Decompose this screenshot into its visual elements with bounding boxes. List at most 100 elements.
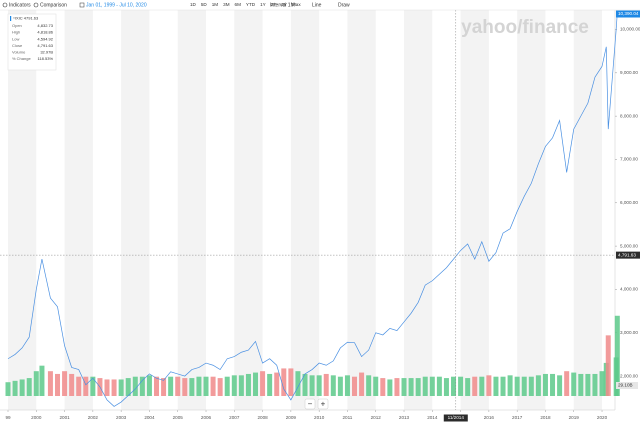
- volume-bar: [238, 375, 244, 396]
- x-tick-label: 2002: [88, 415, 99, 420]
- y-tick-label: 7,000.00: [620, 157, 638, 162]
- volume-bar: [585, 373, 591, 396]
- x-tick-label: 99: [5, 415, 11, 420]
- indicators-button[interactable]: Indicators: [9, 2, 31, 8]
- year-band: [121, 10, 150, 410]
- year-band: [460, 10, 489, 410]
- zoom-button[interactable]: [304, 398, 316, 410]
- y-tick-label: 8,000.00: [620, 113, 638, 118]
- volume-bar: [443, 378, 449, 396]
- volume-bar: [62, 371, 68, 396]
- volume-bar: [76, 376, 82, 396]
- x-tick-label: 2014: [427, 415, 438, 420]
- y-tick-label: 4,000.00: [620, 287, 638, 292]
- volume-bar: [486, 375, 492, 396]
- volume-bar: [422, 376, 428, 396]
- volume-bar: [26, 378, 32, 396]
- volume-bar: [605, 335, 611, 396]
- range-button[interactable]: 5D: [201, 2, 208, 7]
- volume-bar: [472, 376, 478, 396]
- tooltip-label: Volume: [12, 49, 26, 54]
- range-button[interactable]: 1D: [190, 2, 197, 7]
- zoom-label[interactable]: +: [321, 400, 326, 409]
- comparison-button[interactable]: Comparison: [40, 2, 67, 8]
- volume-bar: [557, 375, 563, 396]
- x-tick-label: 2007: [229, 415, 240, 420]
- y-tick-label: 10,000.00: [620, 27, 640, 32]
- y-tick-label: 2,000.00: [620, 373, 638, 378]
- volume-bar: [118, 379, 124, 396]
- x-tick-label: 2006: [201, 415, 212, 420]
- volume-bar: [203, 376, 209, 396]
- volume-bar: [387, 379, 393, 396]
- y-tick-label: 6,000.00: [620, 200, 638, 205]
- volume-bar: [309, 375, 315, 396]
- volume-bar: [429, 376, 435, 396]
- volume-bar: [521, 376, 527, 396]
- volume-bar: [479, 376, 485, 396]
- volume-bar: [33, 371, 39, 396]
- volume-bar: [401, 378, 407, 396]
- tooltip-value: 32.97B: [40, 49, 53, 54]
- volume-bar: [592, 373, 598, 396]
- x-tick-label: 2013: [399, 415, 410, 420]
- year-band: [573, 10, 603, 410]
- volume-bar: [514, 376, 520, 396]
- date-range[interactable]: Jan 01, 1999 - Jul 10, 2020: [86, 2, 147, 8]
- x-tick-label: 2000: [31, 415, 42, 420]
- volume-bar: [217, 378, 223, 396]
- indicators-icon: [2, 2, 8, 8]
- range-button[interactable]: Max: [292, 2, 301, 7]
- crosshair-y-badge: [616, 251, 640, 259]
- range-button[interactable]: 5Y: [281, 2, 287, 7]
- volume-bar: [465, 378, 471, 396]
- volume-bar: [542, 373, 548, 396]
- x-tick-label: 2012: [371, 415, 382, 420]
- volume-bar: [528, 376, 534, 396]
- volume-bar: [245, 373, 251, 396]
- draw-button[interactable]: Draw: [338, 2, 350, 8]
- x-tick-label: 2008: [257, 415, 268, 420]
- volume-bar: [224, 376, 230, 396]
- range-button[interactable]: 3M: [223, 2, 230, 7]
- tooltip-value: 118.53%: [38, 56, 54, 61]
- volume-bar: [337, 376, 343, 396]
- line-button[interactable]: Line: [312, 2, 322, 8]
- volume-bar: [196, 376, 202, 396]
- volume-bar: [436, 376, 442, 396]
- x-tick-label: 2005: [173, 415, 184, 420]
- zoom-label[interactable]: −: [308, 400, 313, 409]
- volume-label: 29.10B: [618, 383, 633, 388]
- zoom-button[interactable]: [317, 398, 329, 410]
- volume-bar: [295, 371, 301, 396]
- last-price-badge: [616, 10, 640, 18]
- range-button[interactable]: 1M: [212, 2, 219, 7]
- range-button[interactable]: 2Y: [271, 2, 277, 7]
- x-tick-label: 2017: [512, 415, 523, 420]
- volume-bar: [19, 379, 25, 396]
- range-button[interactable]: 1Y: [260, 2, 266, 7]
- volume-bar: [168, 376, 174, 396]
- y-tick-label: 3,000.00: [620, 330, 638, 335]
- volume-bar: [373, 376, 379, 396]
- volume-bar: [146, 375, 152, 396]
- tooltip-label: Close: [12, 43, 23, 48]
- x-tick-label: 2001: [59, 415, 70, 420]
- volume-bar: [83, 376, 89, 396]
- volume-bar: [316, 375, 322, 396]
- year-band: [177, 10, 207, 410]
- crosshair-x-label: 11/2014: [448, 415, 465, 420]
- year-band: [290, 10, 320, 410]
- volume-bar: [161, 378, 167, 396]
- volume-bar: [139, 376, 145, 396]
- year-band: [517, 10, 546, 410]
- interval-button[interactable]: Interval 1M: [270, 2, 295, 8]
- volume-bar: [90, 376, 96, 396]
- last-price-label: 10,390.04: [618, 11, 639, 16]
- range-button[interactable]: 6M: [235, 2, 242, 7]
- range-button[interactable]: YTD: [246, 2, 256, 7]
- volume-bar: [500, 376, 506, 396]
- year-band: [64, 10, 93, 410]
- tooltip-value: 4,594.92: [37, 36, 53, 41]
- volume-bar: [344, 375, 350, 396]
